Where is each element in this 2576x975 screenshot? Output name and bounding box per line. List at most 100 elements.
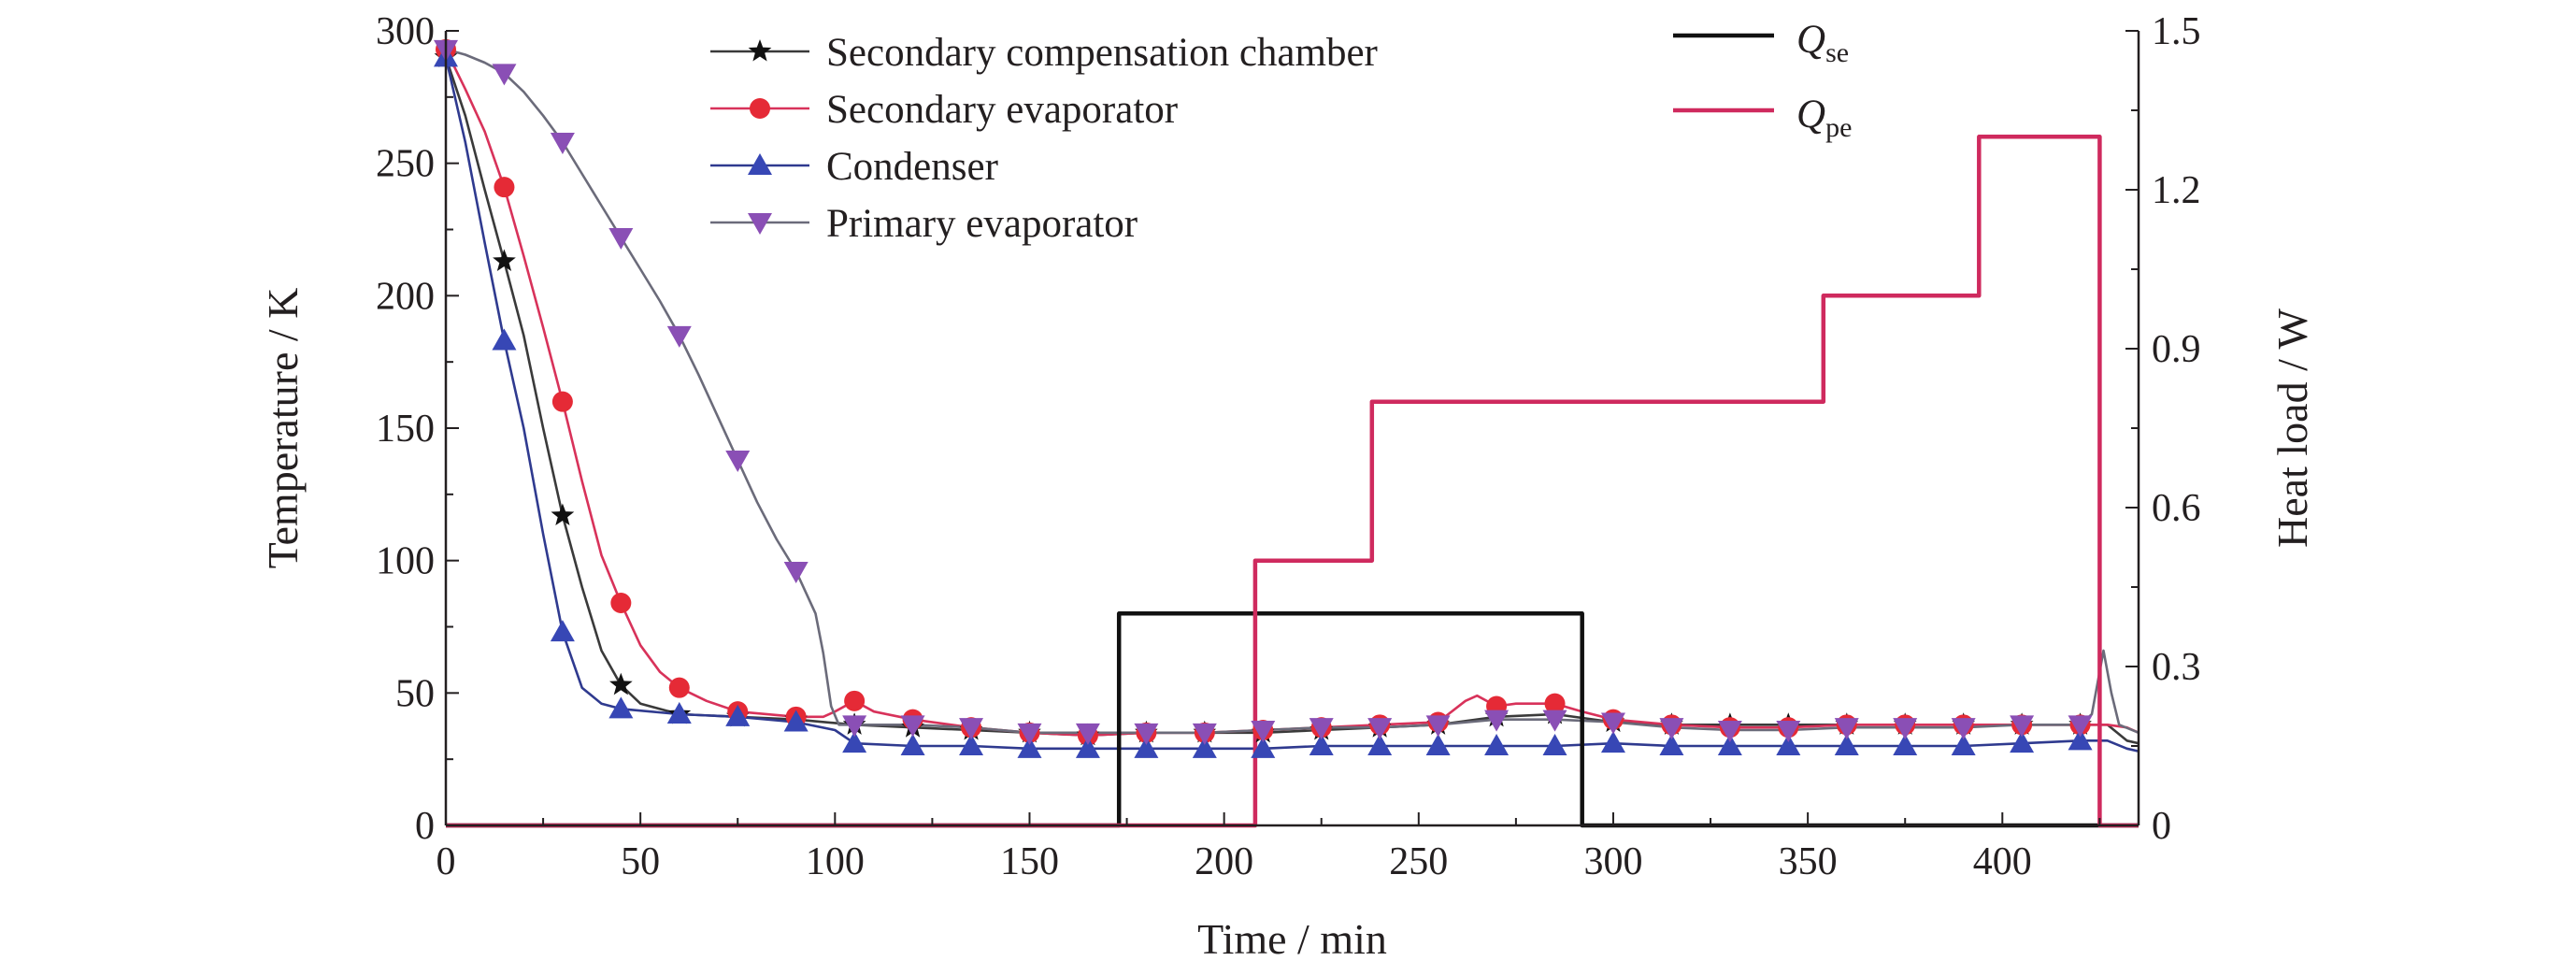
y-right-tick-label: 1.5 <box>2152 10 2201 53</box>
data-point-primary-evaporator-240 <box>1367 718 1393 740</box>
axes-layer: 0 50 100 150 200 250 300 350 400 0 50 100 150 200 250 3… <box>259 10 2316 963</box>
data-point-primary-evaporator-270 <box>1484 710 1510 732</box>
series-line-secondary-evaporator <box>444 49 2140 737</box>
y-left-tick-label: 100 <box>376 540 435 583</box>
data-point-condenser-180 <box>1134 736 1159 758</box>
x-tick-label: 150 <box>1000 840 1059 883</box>
data-point-condenser-405 <box>2010 731 2035 753</box>
series-line-q-pe <box>446 135 2139 828</box>
data-point-condenser-285 <box>1542 734 1567 755</box>
data-point-primary-evaporator-210 <box>1251 721 1276 742</box>
data-point-primary-evaporator-60 <box>666 325 692 348</box>
data-point-secondary-compensation-chamber-30 <box>551 503 575 525</box>
legend-label: Condenser <box>826 145 998 189</box>
data-point-condenser-255 <box>1425 734 1451 755</box>
x-tick-label: 300 <box>1583 840 1642 883</box>
y-right-tick-label: 1.2 <box>2152 169 2201 212</box>
data-point-secondary-evaporator-105 <box>844 690 866 711</box>
data-point-primary-evaporator-15 <box>492 64 517 86</box>
data-point-secondary-evaporator-30 <box>551 391 573 412</box>
data-point-condenser-105 <box>842 731 867 753</box>
data-point-primary-evaporator-105 <box>842 715 867 738</box>
series-line-secondary-compensation-chamber <box>444 56 2140 745</box>
series-line-primary-evaporator <box>445 48 2140 735</box>
data-point-condenser-240 <box>1367 734 1393 755</box>
y-left-tick-label: 250 <box>376 143 435 186</box>
y-right-tick-label: 0.3 <box>2152 646 2201 689</box>
y-left-tick-label: 150 <box>376 408 435 451</box>
data-point-condenser-345 <box>1776 734 1801 755</box>
data-point-secondary-evaporator-285 <box>1544 693 1566 714</box>
legend-marker-condenser <box>748 153 772 175</box>
data-point-secondary-compensation-chamber-45 <box>609 672 633 695</box>
data-point-condenser-390 <box>1951 734 1976 755</box>
legend-marker-secondary-compensation-chamber <box>748 39 772 62</box>
legend-item-secondary-evaporator: Secondary evaporator <box>710 88 1178 132</box>
data-point-condenser-150 <box>1017 736 1042 758</box>
x-tick-label: 250 <box>1389 840 1448 883</box>
data-point-condenser-270 <box>1484 734 1510 755</box>
y-right-tick-label: 0 <box>2152 805 2171 848</box>
legend: Secondary compensation chamber Secondary … <box>710 18 1852 246</box>
data-point-condenser-135 <box>959 734 984 755</box>
series-line-q-se <box>446 611 2139 828</box>
data-point-primary-evaporator-390 <box>1951 718 1976 740</box>
data-point-condenser-195 <box>1192 736 1217 758</box>
data-point-primary-evaporator-45 <box>608 228 634 250</box>
y-axis-right-title: Heat load / W <box>2268 308 2316 547</box>
data-point-primary-evaporator-420 <box>2068 715 2093 738</box>
data-point-condenser-420 <box>2068 728 2093 751</box>
y-axis-left-title: Temperature / K <box>259 288 307 569</box>
legend-label-subscript: pe <box>1825 112 1852 143</box>
data-point-condenser-225 <box>1309 734 1334 755</box>
data-point-secondary-evaporator-60 <box>668 677 690 698</box>
legend-label-subscript: se <box>1825 37 1849 68</box>
data-point-condenser-30 <box>550 620 575 642</box>
y-left-tick-label: 0 <box>415 805 435 848</box>
x-tick-label: 50 <box>621 840 660 883</box>
data-point-condenser-45 <box>608 696 634 719</box>
data-point-primary-evaporator-360 <box>1834 718 1859 740</box>
legend-label: Qpe <box>1796 93 1852 143</box>
data-point-primary-evaporator-285 <box>1542 710 1567 732</box>
data-point-primary-evaporator-195 <box>1192 723 1217 745</box>
legend-item-primary-evaporator: Primary evaporator <box>710 202 1138 246</box>
x-tick-label: 400 <box>1973 840 2032 883</box>
data-point-condenser-90 <box>783 710 809 732</box>
marker-layer <box>434 38 2093 758</box>
x-tick-label: 0 <box>436 840 456 883</box>
legend-item-condenser: Condenser <box>710 145 998 189</box>
data-point-primary-evaporator-255 <box>1425 715 1451 738</box>
x-tick-label: 200 <box>1195 840 1253 883</box>
data-point-condenser-210 <box>1251 736 1276 758</box>
data-point-primary-evaporator-150 <box>1017 723 1042 745</box>
data-point-condenser-375 <box>1893 734 1918 755</box>
data-point-condenser-75 <box>725 704 751 726</box>
data-point-primary-evaporator-330 <box>1717 721 1742 742</box>
y-right-tick-label: 0.9 <box>2152 328 2201 371</box>
data-point-condenser-15 <box>492 328 517 351</box>
data-point-secondary-compensation-chamber-15 <box>493 249 516 271</box>
data-point-primary-evaporator-405 <box>2010 715 2035 738</box>
data-point-primary-evaporator-375 <box>1893 718 1918 740</box>
x-axis-title: Time / min <box>1197 915 1387 963</box>
data-point-primary-evaporator-120 <box>900 715 925 738</box>
legend-label: Secondary evaporator <box>826 88 1178 132</box>
legend-marker-primary-evaporator <box>748 213 772 235</box>
data-point-primary-evaporator-75 <box>725 451 751 472</box>
data-point-condenser-360 <box>1834 734 1859 755</box>
legend-label: Primary evaporator <box>826 202 1138 246</box>
data-point-primary-evaporator-315 <box>1659 718 1684 740</box>
data-point-condenser-120 <box>900 734 925 755</box>
data-point-primary-evaporator-180 <box>1134 723 1159 745</box>
data-point-primary-evaporator-30 <box>550 133 575 154</box>
data-point-secondary-evaporator-45 <box>610 593 632 613</box>
series-line-condenser <box>444 57 2140 753</box>
data-point-condenser-165 <box>1075 736 1100 758</box>
y-left-tick-label: 200 <box>376 275 435 318</box>
data-point-condenser-315 <box>1659 734 1684 755</box>
data-point-primary-evaporator-90 <box>783 562 809 583</box>
legend-item-secondary-compensation-chamber: Secondary compensation chamber <box>710 31 1378 75</box>
y-left-tick-label: 300 <box>376 10 435 53</box>
